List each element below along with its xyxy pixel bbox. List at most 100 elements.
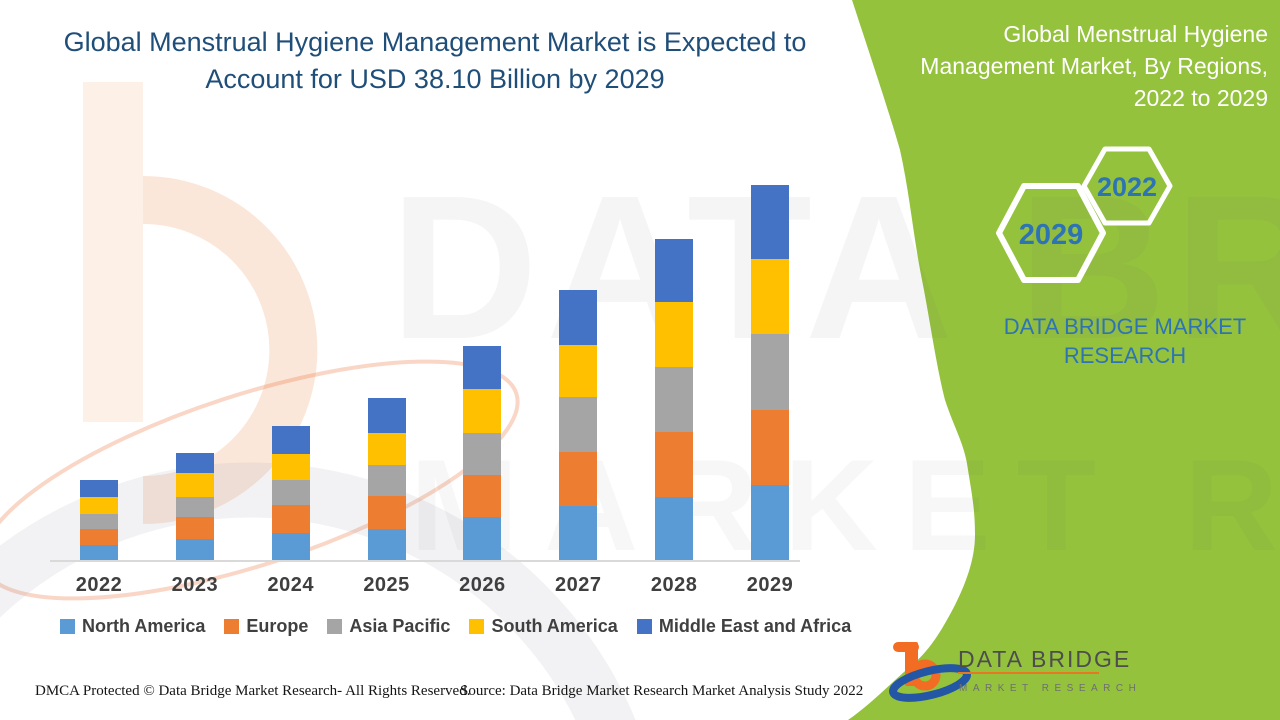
hexagon-2029-label: 2029	[1019, 219, 1084, 251]
stacked-bar-2022	[80, 480, 118, 560]
bar-segment-2022-europe	[80, 529, 118, 545]
bar-segment-2027-asia-pacific	[559, 397, 598, 452]
chart-title: Global Menstrual Hygiene Management Mark…	[40, 24, 830, 98]
hexagon-2029	[996, 183, 1106, 283]
brand-text-line2: RESEARCH	[1063, 343, 1187, 368]
bar-segment-2026-middle-east-and-africa	[463, 346, 502, 389]
side-panel-title: Global Menstrual Hygiene Management Mark…	[868, 18, 1268, 114]
watermark-text-market-research: MARKET RESEARCH	[410, 432, 1280, 578]
bar-segment-2029-asia-pacific	[750, 334, 789, 410]
bar-segment-2024-south-america	[271, 454, 310, 480]
hexagon-2022-label: 2022	[1097, 172, 1157, 202]
legend-label: Asia Pacific	[349, 616, 451, 636]
bar-segment-2025-europe	[367, 496, 406, 529]
bar-segment-2027-south-america	[559, 345, 598, 397]
bar-segment-2027-middle-east-and-africa	[559, 290, 598, 345]
legend-item-asia-pacific: Asia Pacific	[327, 616, 450, 637]
bar-segment-2025-middle-east-and-africa	[367, 398, 406, 433]
stacked-bar-2024	[271, 426, 310, 560]
x-axis-label-2029: 2029	[746, 574, 794, 596]
legend-label: Middle East and Africa	[658, 616, 852, 636]
x-axis-label-2027: 2027	[555, 574, 602, 596]
side-panel-title-line2: Management Market, By Regions,	[920, 53, 1268, 79]
legend-swatch	[60, 619, 75, 634]
bar-segment-2023-south-america	[175, 473, 214, 497]
bar-segment-2028-middle-east-and-africa	[655, 239, 694, 302]
brand-text-line1: DATA BRIDGE MARKET	[1003, 314, 1247, 339]
stacked-bar-2028	[655, 239, 694, 560]
legend-item-middle-east-and-africa: Middle East and Africa	[636, 616, 852, 637]
logo-swoosh	[889, 664, 971, 702]
bar-segment-2026-asia-pacific	[463, 433, 502, 475]
hexagon-2022	[1081, 146, 1173, 226]
bar-segment-2026-north-america	[463, 517, 502, 560]
logo-title: DATA BRIDGE	[958, 646, 1131, 672]
logo-b-bowl	[909, 659, 941, 691]
bar-segment-2022-south-america	[80, 497, 118, 514]
legend-swatch	[469, 619, 485, 634]
logo-b-hook	[893, 642, 919, 652]
bar-segment-2029-europe	[750, 410, 789, 485]
bar-segment-2027-europe	[559, 452, 598, 506]
bar-segment-2026-south-america	[463, 389, 502, 433]
chart-legend: North America Europe Asia Pacific South Ame…	[60, 616, 851, 637]
bar-segment-2023-north-america	[175, 539, 214, 560]
x-axis-label-2022: 2022	[75, 574, 123, 596]
x-axis-label-2025: 2025	[363, 574, 410, 596]
bar-segment-2022-north-america	[80, 545, 118, 560]
bar-segment-2023-middle-east-and-africa	[175, 453, 214, 473]
bar-segment-2029-middle-east-and-africa	[750, 185, 789, 259]
logo-underline	[958, 672, 1099, 674]
logo-b-stem	[905, 642, 918, 686]
bar-segment-2023-asia-pacific	[175, 497, 214, 517]
bar-segment-2024-asia-pacific	[271, 480, 310, 505]
stacked-bar-2029	[750, 185, 789, 560]
x-axis-label-2023: 2023	[171, 574, 219, 596]
bar-segment-2024-north-america	[271, 533, 310, 560]
legend-swatch	[636, 619, 652, 634]
bar-segment-2029-north-america	[750, 485, 789, 560]
bar-segment-2022-asia-pacific	[80, 514, 118, 529]
bar-segment-2028-europe	[655, 432, 694, 497]
x-axis-label-2028: 2028	[650, 574, 698, 596]
x-axis-label-2024: 2024	[267, 574, 314, 596]
stacked-bar-2023	[175, 453, 214, 560]
stacked-bar-2025	[367, 398, 406, 560]
legend-label: Europe	[246, 616, 309, 636]
side-panel-title-line3: 2022 to 2029	[1133, 85, 1268, 111]
bar-segment-2023-europe	[175, 517, 214, 539]
source-note: Source: Data Bridge Market Research Mark…	[460, 683, 864, 699]
legend-label: North America	[82, 616, 206, 636]
bar-segment-2028-south-america	[655, 302, 694, 367]
bar-segment-2028-north-america	[655, 497, 694, 560]
stacked-bar-2026	[463, 346, 502, 560]
legend-item-north-america: North America	[60, 616, 205, 637]
legend-swatch	[327, 619, 343, 634]
bar-segment-2024-europe	[271, 505, 310, 533]
chart-title-line1: Global Menstrual Hygiene Management Mark…	[63, 27, 807, 57]
legend-item-europe: Europe	[224, 616, 308, 637]
dmca-notice: DMCA Protected © Data Bridge Market Rese…	[35, 683, 471, 699]
brand-text: DATA BRIDGE MARKET RESEARCH	[965, 312, 1280, 370]
bar-segment-2025-south-america	[367, 433, 406, 465]
bar-segment-2028-asia-pacific	[655, 367, 694, 432]
bar-segment-2027-north-america	[559, 506, 598, 560]
stacked-bar-2027	[559, 290, 598, 560]
chart-title-line2: Account for USD 38.10 Billion by 2029	[205, 64, 665, 94]
watermark-b-stem	[83, 82, 143, 422]
databridge-logo: DATA BRIDGE MARKET RESEARCH	[889, 642, 1141, 702]
side-panel-title-line1: Global Menstrual Hygiene	[1003, 21, 1268, 47]
bar-segment-2026-europe	[463, 475, 502, 517]
legend-swatch	[224, 619, 240, 634]
bar-segment-2029-south-america	[750, 259, 789, 334]
bar-segment-2025-asia-pacific	[367, 465, 406, 496]
logo-subtitle: MARKET RESEARCH	[959, 683, 1141, 694]
legend-item-south-america: South America	[469, 616, 618, 637]
legend-label: South America	[491, 616, 618, 636]
bar-segment-2024-middle-east-and-africa	[271, 426, 310, 454]
x-axis-label-2026: 2026	[459, 574, 506, 596]
bar-segment-2022-middle-east-and-africa	[80, 480, 118, 497]
x-axis-line	[50, 560, 800, 562]
bar-segment-2025-north-america	[367, 529, 406, 560]
